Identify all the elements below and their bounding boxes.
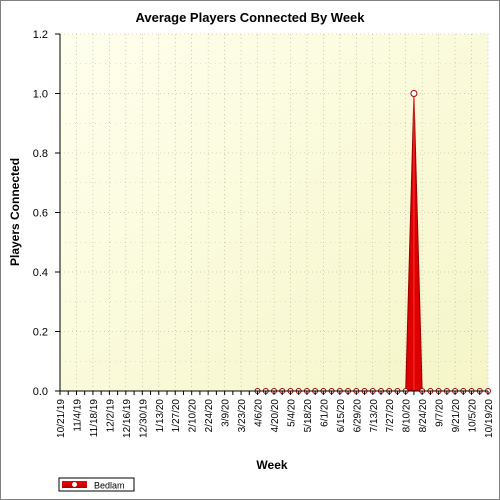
x-tick-label: 3/23/20: [237, 399, 248, 433]
x-tick-label: 4/20/20: [270, 399, 281, 433]
x-tick-label: 11/18/19: [89, 399, 100, 438]
x-tick-label: 8/10/20: [402, 399, 413, 433]
y-tick-label: 1.0: [33, 89, 48, 101]
y-tick-label: 0.8: [33, 148, 48, 160]
x-tick-label: 6/29/20: [352, 399, 363, 433]
y-axis-ticks: 0.0 0.2 0.4 0.6 0.8 1.0 1.2: [33, 29, 60, 398]
x-tick-label: 3/9/20: [221, 399, 232, 427]
x-tick-label: 1/27/20: [171, 399, 182, 433]
x-tick-label: 5/4/20: [286, 399, 297, 427]
x-tick-label: 12/30/19: [138, 399, 149, 438]
series-point: [410, 90, 418, 97]
x-tick-label: 7/13/20: [369, 399, 380, 433]
y-tick-label: 0.0: [33, 386, 48, 398]
x-tick-label: 12/16/19: [122, 399, 133, 438]
x-tick-label: 11/4/19: [72, 399, 83, 432]
x-axis-ticks: 10/21/19 11/4/19 11/18/19 12/2/19 12/16/19 12…: [56, 391, 495, 438]
legend: Bedlam: [58, 477, 135, 492]
x-axis-label: Week: [256, 458, 287, 472]
x-tick-label: 6/1/20: [319, 399, 330, 427]
x-tick-label: 9/21/20: [451, 399, 462, 433]
x-tick-label: 7/27/20: [385, 399, 396, 433]
y-axis-label: Players Connected: [8, 158, 22, 266]
y-tick-label: 1.2: [33, 29, 48, 41]
x-tick-label: 9/7/20: [435, 399, 446, 427]
y-tick-label: 0.6: [33, 208, 48, 220]
y-tick-label: 0.2: [33, 327, 48, 339]
x-tick-label: 12/2/19: [105, 399, 116, 433]
x-tick-label: 1/13/20: [155, 399, 166, 433]
x-tick-label: 2/24/20: [204, 399, 215, 433]
x-tick-label: 10/5/20: [468, 399, 479, 433]
x-tick-label: 5/18/20: [303, 399, 314, 433]
legend-label: Bedlam: [94, 481, 125, 491]
x-tick-label: 4/6/20: [254, 399, 265, 427]
y-tick-label: 0.4: [33, 267, 48, 279]
chart-title: Average Players Connected By Week: [135, 10, 365, 25]
x-tick-label: 6/15/20: [336, 399, 347, 433]
x-tick-label: 10/21/19: [56, 399, 67, 438]
x-tick-label: 8/24/20: [418, 399, 429, 433]
x-tick-label: 2/10/20: [188, 399, 199, 433]
x-tick-label: 10/19/20: [484, 399, 495, 438]
legend-marker: [71, 481, 78, 488]
